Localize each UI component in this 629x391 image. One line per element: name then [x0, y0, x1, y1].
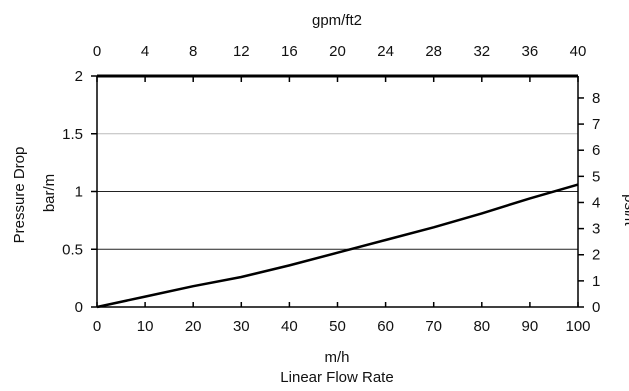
y2-tick-label: 0	[592, 299, 600, 316]
top-axis-title: gpm/ft2	[312, 12, 362, 29]
y2-tick-label: 7	[592, 116, 600, 133]
top-tick-label: 32	[473, 43, 490, 60]
x-axis-subtitle: Linear Flow Rate	[280, 369, 393, 386]
y-axis-title: Pressure Drop	[11, 147, 28, 244]
series-layer	[96, 183, 579, 309]
x-tick-label: 60	[377, 318, 394, 335]
x-tick-label: 20	[185, 318, 202, 335]
y2-tick-label: 1	[592, 273, 600, 290]
x-tick-label: 10	[137, 318, 154, 335]
top-tick-label: 40	[570, 43, 587, 60]
y-tick-label: 0.5	[62, 241, 83, 258]
top-tick-label: 20	[329, 43, 346, 60]
y-tick-label: 1	[75, 184, 83, 201]
top-tick-label: 4	[141, 43, 149, 60]
x-tick-label: 100	[565, 318, 590, 335]
x-tick-label: 70	[425, 318, 442, 335]
x-tick-label: 50	[329, 318, 346, 335]
y2-tick-label: 8	[592, 90, 600, 107]
x-tick-label: 90	[522, 318, 539, 335]
top-tick-label: 24	[377, 43, 394, 60]
y2-tick-label: 4	[592, 194, 600, 211]
top-tick-label: 0	[93, 43, 101, 60]
gridlines	[97, 133, 578, 250]
y-axis-unit: bar/m	[41, 174, 58, 212]
x-tick-label: 80	[473, 318, 490, 335]
x-tick-label: 40	[281, 318, 298, 335]
y2-tick-label: 6	[592, 142, 600, 159]
top-tick-label: 16	[281, 43, 298, 60]
y-tick-label: 1.5	[62, 126, 83, 143]
top-tick-label: 8	[189, 43, 197, 60]
y-tick-label: 2	[75, 68, 83, 85]
x-tick-label: 30	[233, 318, 250, 335]
top-tick-label: 12	[233, 43, 250, 60]
y2-tick-label: 2	[592, 247, 600, 264]
series-line	[96, 183, 579, 309]
y2-axis-title: psi/ft	[621, 194, 629, 227]
x-tick-label: 0	[93, 318, 101, 335]
top-tick-label: 36	[522, 43, 539, 60]
axes	[91, 74, 584, 308]
y2-tick-label: 5	[592, 168, 600, 185]
y2-tick-label: 3	[592, 221, 600, 238]
x-axis-title: m/h	[324, 349, 349, 366]
y-tick-label: 0	[75, 299, 83, 316]
top-tick-label: 28	[425, 43, 442, 60]
